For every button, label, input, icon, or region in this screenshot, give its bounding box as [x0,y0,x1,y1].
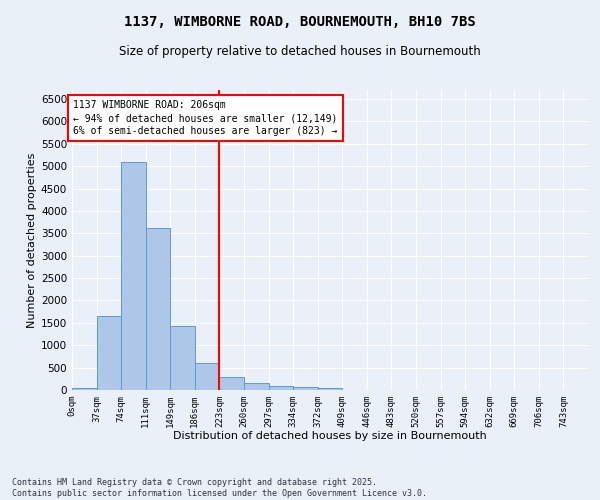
Bar [97,316,121,390]
Bar [121,162,146,390]
Y-axis label: Number of detached properties: Number of detached properties [27,152,37,328]
Bar [170,326,195,390]
Bar [220,376,244,390]
Bar [318,388,342,390]
Bar [244,384,269,390]
Text: 1137 WIMBORNE ROAD: 206sqm
← 94% of detached houses are smaller (12,149)
6% of s: 1137 WIMBORNE ROAD: 206sqm ← 94% of deta… [73,100,338,136]
Bar [72,388,97,390]
Bar [146,228,170,390]
Text: Contains HM Land Registry data © Crown copyright and database right 2025.
Contai: Contains HM Land Registry data © Crown c… [12,478,427,498]
Bar [293,386,318,390]
X-axis label: Distribution of detached houses by size in Bournemouth: Distribution of detached houses by size … [173,432,487,442]
Text: 1137, WIMBORNE ROAD, BOURNEMOUTH, BH10 7BS: 1137, WIMBORNE ROAD, BOURNEMOUTH, BH10 7… [124,15,476,29]
Bar [269,386,293,390]
Bar [195,362,220,390]
Text: Size of property relative to detached houses in Bournemouth: Size of property relative to detached ho… [119,45,481,58]
